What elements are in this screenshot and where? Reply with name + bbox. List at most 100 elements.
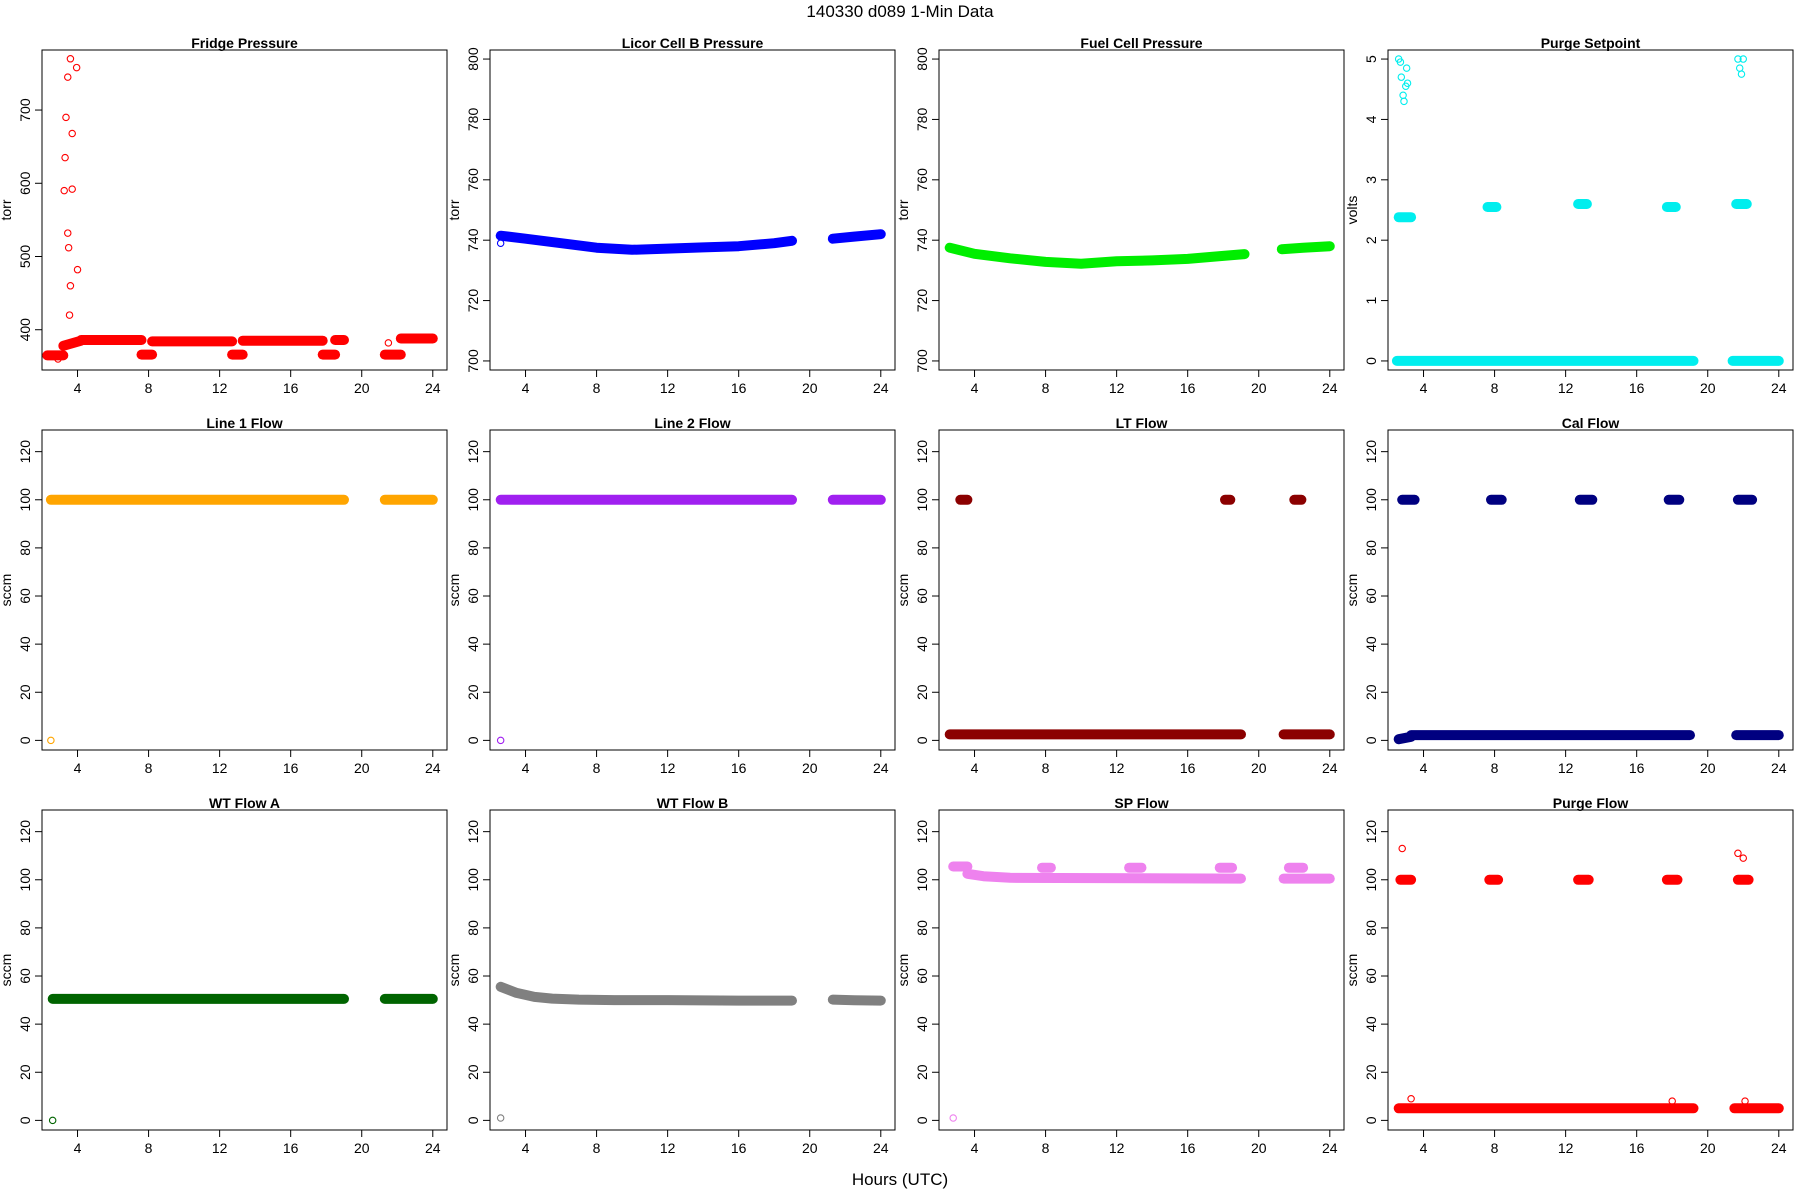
x-tick-label: 4 <box>971 760 979 776</box>
data-point <box>48 1116 57 1125</box>
x-tick-label: 20 <box>354 760 370 776</box>
x-tick-label: 4 <box>971 380 979 396</box>
figure-title: 140330 d089 1-Min Data <box>806 2 994 21</box>
y-tick-label: 500 <box>17 245 33 269</box>
x-tick-label: 12 <box>1109 380 1125 396</box>
x-tick-label: 8 <box>145 760 153 776</box>
y-tick-label: 60 <box>465 968 481 984</box>
x-tick-label: 8 <box>593 380 601 396</box>
x-tick-label: 8 <box>145 1140 153 1156</box>
x-tick-label: 16 <box>731 1140 747 1156</box>
data-point <box>496 736 505 745</box>
data-point <box>1668 1097 1676 1105</box>
y-tick-label: 60 <box>1363 588 1379 604</box>
x-tick-label: 24 <box>425 1140 441 1156</box>
panel-sp-flow: SP Flow 4 8 12 16 20 24 0 20 40 60 80 100 120 sccm <box>895 795 1345 1156</box>
y-tick-label: 80 <box>17 540 33 556</box>
x-tick-label: 8 <box>1042 380 1050 396</box>
panel-title: WT Flow A <box>209 795 280 811</box>
y-tick-label: 40 <box>1363 1016 1379 1032</box>
x-tick-label: 4 <box>522 760 530 776</box>
y-tick-label: 100 <box>465 868 481 892</box>
x-tick-label: 24 <box>425 380 441 396</box>
data-point <box>64 243 73 252</box>
y-axis-label: sccm <box>895 574 911 607</box>
x-tick-label: 20 <box>354 380 370 396</box>
x-tick-label: 24 <box>1771 760 1787 776</box>
x-tick-label: 16 <box>1180 1140 1196 1156</box>
y-tick-label: 1 <box>1363 296 1379 304</box>
plot-frame <box>41 429 448 751</box>
data-point <box>47 736 55 745</box>
data-point <box>1399 91 1407 100</box>
data-point <box>64 73 72 81</box>
x-tick-label: 8 <box>1491 380 1499 396</box>
y-tick-label: 3 <box>1363 176 1379 184</box>
data-point <box>60 186 68 195</box>
x-tick-label: 4 <box>1420 380 1428 396</box>
x-tick-label: 24 <box>425 760 441 776</box>
x-tick-label: 20 <box>1700 760 1716 776</box>
x-tick-label: 4 <box>1420 1140 1428 1156</box>
panel-title: Purge Setpoint <box>1541 35 1641 51</box>
y-tick-label: 80 <box>465 920 481 936</box>
y-axis-label: sccm <box>0 574 14 607</box>
y-tick-label: 80 <box>17 920 33 936</box>
y-tick-label: 5 <box>1363 55 1379 63</box>
plot-frame <box>41 49 448 371</box>
x-tick-label: 8 <box>145 380 153 396</box>
y-axis-label: torr <box>895 199 911 220</box>
x-tick-label: 16 <box>283 1140 299 1156</box>
x-tick-label: 24 <box>873 380 889 396</box>
data-band <box>962 868 1246 884</box>
plot-frame <box>489 429 896 751</box>
data-band <box>827 229 886 244</box>
y-tick-label: 40 <box>914 1016 930 1032</box>
data-point <box>1735 64 1744 72</box>
panel-lt-flow: LT Flow 4 8 12 16 20 24 0 20 40 60 80 100 120 sccm <box>895 415 1345 776</box>
x-tick-label: 4 <box>74 380 82 396</box>
plot-frame <box>1387 809 1794 1131</box>
x-tick-label: 16 <box>1180 380 1196 396</box>
y-tick-label: 40 <box>17 1016 33 1032</box>
y-tick-label: 40 <box>1363 636 1379 652</box>
x-tick-label: 12 <box>660 760 676 776</box>
data-point <box>1734 849 1742 858</box>
x-tick-label: 4 <box>971 1140 979 1156</box>
x-tick-label: 16 <box>1629 380 1645 396</box>
y-axis-label: torr <box>0 199 14 220</box>
x-tick-label: 12 <box>1558 380 1574 396</box>
x-tick-label: 4 <box>522 380 530 396</box>
panel-title: Purge Flow <box>1553 795 1629 811</box>
y-axis-label: sccm <box>446 954 462 987</box>
data-point <box>496 1114 505 1122</box>
y-tick-label: 700 <box>17 98 33 122</box>
panel-line-1-flow: Line 1 Flow 4 8 12 16 20 24 0 20 40 60 80 100 120 sccm <box>0 415 448 776</box>
y-tick-label: 20 <box>914 1064 930 1080</box>
y-tick-label: 0 <box>465 1116 481 1124</box>
x-tick-label: 8 <box>1042 1140 1050 1156</box>
y-tick-label: 0 <box>17 1116 33 1124</box>
data-point <box>1400 97 1408 106</box>
panel-title: LT Flow <box>1116 415 1168 431</box>
x-tick-label: 24 <box>1771 380 1787 396</box>
plot-frame <box>1387 429 1794 751</box>
panel-purge-flow: Purge Flow 4 8 12 16 20 24 0 20 40 60 80 100 120 sccm <box>1344 795 1794 1156</box>
x-tick-label: 16 <box>1180 760 1196 776</box>
x-tick-label: 24 <box>1322 1140 1338 1156</box>
y-axis-label: sccm <box>0 954 14 987</box>
panel-title: Line 1 Flow <box>206 415 282 431</box>
y-tick-label: 20 <box>465 1064 481 1080</box>
data-band <box>827 994 886 1006</box>
y-tick-label: 20 <box>1363 1064 1379 1080</box>
plot-frame <box>489 49 896 371</box>
y-tick-label: 740 <box>914 228 930 252</box>
y-tick-label: 120 <box>1363 820 1379 844</box>
x-tick-label: 12 <box>660 380 676 396</box>
data-band <box>944 242 1250 269</box>
y-tick-label: 80 <box>914 540 930 556</box>
x-tick-label: 12 <box>1558 1140 1574 1156</box>
y-tick-label: 100 <box>914 488 930 512</box>
x-tick-label: 8 <box>593 760 601 776</box>
